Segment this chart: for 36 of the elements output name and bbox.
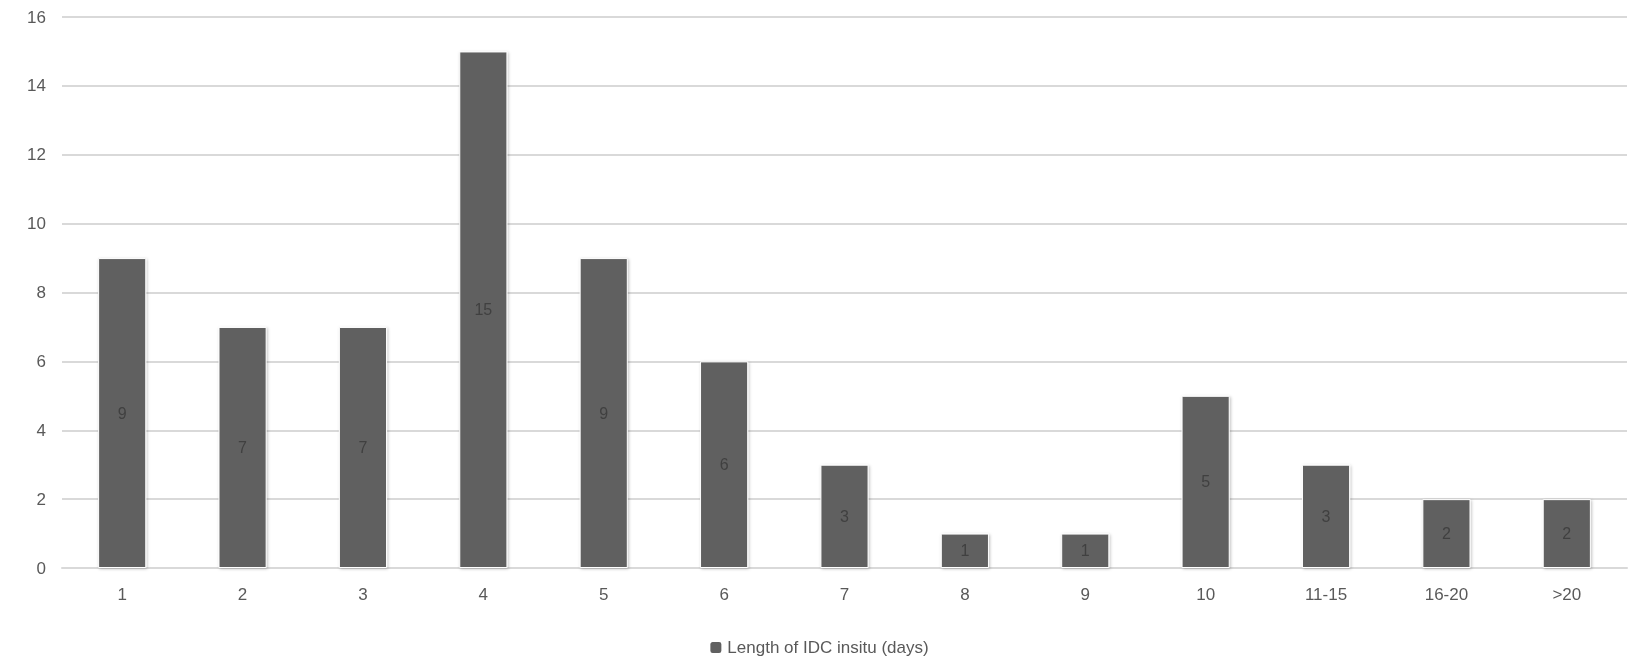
bar [459,51,508,568]
x-tick-label: 7 [839,585,850,604]
legend-label: Length of IDC insitu (days) [727,638,929,657]
x-tick-label: 5 [599,585,609,604]
y-tick-label: 14 [27,76,46,96]
bar [338,326,388,568]
bar [940,533,989,568]
bar [1061,533,1110,568]
x-tick-label: >20 [1552,585,1582,604]
bar [1542,499,1591,568]
x-tick-label: 16-20 [1424,585,1469,604]
bar [1181,395,1230,568]
bar [1301,464,1351,568]
x-tick-label: 6 [719,585,729,604]
x-tick-label: 11-15 [1304,585,1348,604]
x-tick-label: 2 [237,585,248,604]
bar [820,464,869,568]
y-tick-label: 4 [36,420,46,440]
x-tick-label: 1 [117,585,127,604]
y-tick-label: 0 [36,558,46,578]
x-tick-label: 9 [1080,585,1090,604]
bar [579,258,628,568]
y-tick-label: 8 [36,283,46,302]
y-tick-label: 10 [27,214,46,234]
y-tick-label: 2 [36,489,46,509]
bar [98,258,147,568]
y-tick-label: 16 [27,7,46,27]
y-tick-label: 6 [36,351,46,371]
bar [218,326,267,568]
x-tick-label: 3 [358,585,368,604]
bar [700,361,749,568]
y-tick-label: 12 [27,145,46,165]
x-tick-label: 10 [1196,585,1216,604]
x-tick-label: 4 [478,585,489,604]
x-tick-label: 8 [960,585,970,604]
bar [1422,499,1471,568]
